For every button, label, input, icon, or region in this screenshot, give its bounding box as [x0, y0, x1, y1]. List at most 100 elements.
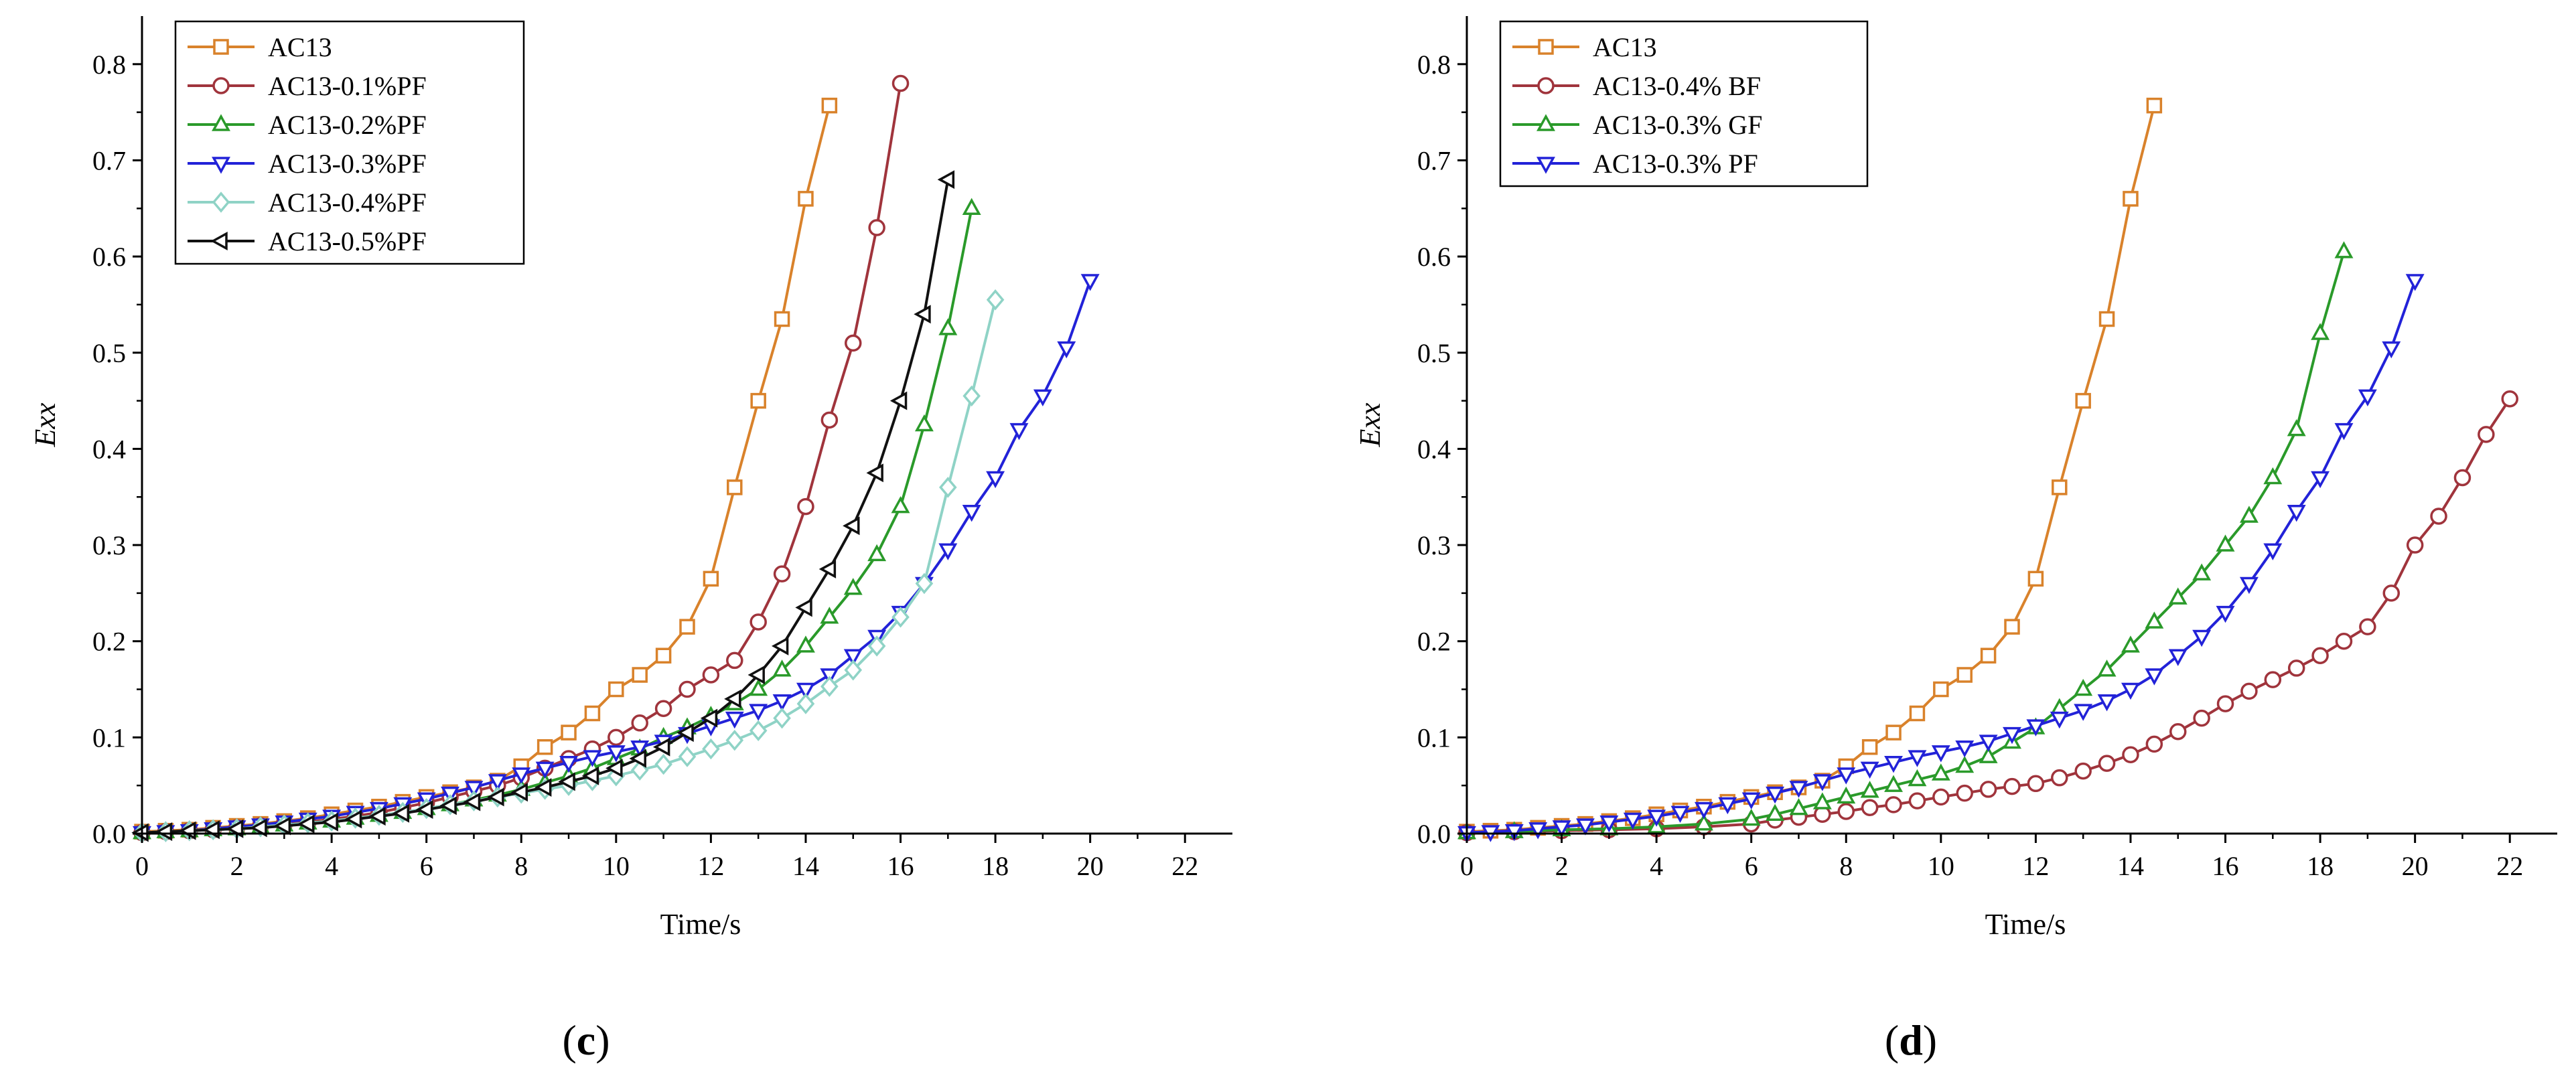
- data-point: [821, 97, 838, 114]
- data-point: [796, 635, 815, 653]
- data-point: [1741, 792, 1761, 809]
- data-point: [772, 694, 792, 712]
- data-point: [2216, 695, 2234, 712]
- data-point: [2003, 777, 2021, 795]
- legend-item: AC13: [188, 32, 332, 62]
- data-point: [1670, 805, 1690, 824]
- y-tick-label: 0.8: [92, 50, 126, 80]
- legend-label: AC13-0.3% GF: [1593, 110, 1762, 140]
- data-point: [2145, 668, 2164, 686]
- legend-item: AC13-0.3%PF: [188, 149, 427, 179]
- panel-c: 0 2 4 6 8 10 12 14 16 18 20 22 0.0 0.1 0.2 0.3 0.4 0.5 0.6…: [29, 16, 1232, 1064]
- data-point: [608, 681, 624, 698]
- data-point: [510, 783, 528, 802]
- data-point: [2052, 479, 2068, 495]
- data-point: [2145, 611, 2164, 629]
- y-tick-label: 0.1: [1417, 722, 1451, 753]
- data-point: [1979, 746, 1998, 763]
- data-point: [392, 803, 410, 823]
- data-point: [2192, 629, 2212, 647]
- x-tick-label: 6: [420, 851, 433, 881]
- series-3: [133, 274, 1100, 844]
- data-point: [561, 724, 577, 741]
- data-point: [725, 711, 744, 729]
- data-point: [676, 723, 694, 743]
- data-point: [702, 666, 720, 684]
- data-point: [1623, 812, 1642, 830]
- data-point: [273, 816, 291, 836]
- data-point: [771, 636, 789, 655]
- data-point: [655, 647, 672, 664]
- legend-item: AC13-0.4% BF: [1512, 71, 1761, 101]
- data-point: [889, 391, 908, 410]
- data-point: [867, 635, 886, 657]
- data-point: [1766, 803, 1785, 822]
- data-point: [939, 477, 957, 498]
- data-point: [250, 818, 267, 838]
- legend-label: AC13-0.2%PF: [268, 110, 427, 140]
- y-tick-label: 0.7: [1417, 145, 1451, 175]
- legend: AC13 AC13-0.1%PF AC13-0.2%PF AC13-0.3%PF AC1…: [174, 20, 525, 265]
- data-point: [820, 411, 839, 429]
- data-point: [1860, 781, 1879, 798]
- data-point: [1694, 801, 1713, 820]
- legend-item: AC13-0.1%PF: [188, 71, 427, 101]
- data-point: [1955, 755, 1975, 773]
- data-point: [2239, 506, 2259, 523]
- data-point: [2145, 735, 2163, 753]
- legend-marker: [1536, 114, 1555, 131]
- panel-label-open: (: [562, 1016, 576, 1064]
- data-point: [798, 191, 814, 207]
- data-point: [2074, 762, 2092, 780]
- y-axis-title: Exx: [29, 402, 62, 447]
- y-tick-label: 0.2: [1417, 627, 1451, 657]
- panel-label-letter: d: [1899, 1016, 1923, 1064]
- y-tick-label: 0.0: [92, 819, 126, 849]
- y-tick-label: 0.2: [92, 627, 126, 657]
- data-point: [654, 700, 672, 718]
- series-3: [1457, 274, 2425, 844]
- data-point: [2501, 390, 2518, 408]
- data-point: [891, 607, 910, 628]
- data-point: [488, 774, 507, 791]
- data-point: [1931, 763, 1950, 781]
- data-point: [2121, 682, 2140, 700]
- data-point: [938, 543, 958, 560]
- data-point: [2311, 471, 2330, 489]
- data-point: [344, 809, 362, 829]
- legend-item: AC13-0.3% GF: [1512, 110, 1762, 140]
- data-point: [2074, 678, 2093, 696]
- data-point: [1766, 786, 1785, 804]
- y-tick-label: 0.5: [1417, 338, 1451, 368]
- x-tick-label: 22: [2496, 851, 2523, 881]
- data-point: [773, 565, 791, 582]
- data-point: [1908, 750, 1927, 767]
- data-point: [630, 740, 650, 758]
- x-tick-label: 18: [982, 851, 1009, 881]
- data-point: [1860, 761, 1879, 779]
- data-point: [1694, 813, 1713, 831]
- data-point: [1812, 792, 1832, 809]
- data-point: [2027, 775, 2045, 793]
- data-point: [631, 714, 648, 732]
- x-tick-label: 22: [1171, 851, 1198, 881]
- data-point: [652, 737, 670, 757]
- data-point: [868, 219, 885, 236]
- data-point: [726, 651, 743, 670]
- data-point: [368, 807, 386, 826]
- data-point: [1931, 745, 1950, 763]
- data-point: [843, 578, 863, 595]
- data-point: [2097, 694, 2117, 712]
- data-point: [1908, 769, 1927, 787]
- data-point: [703, 570, 719, 587]
- data-point: [1057, 341, 1076, 359]
- legend-marker: [212, 157, 230, 174]
- data-point: [2239, 576, 2259, 595]
- data-point: [1933, 681, 1949, 698]
- data-point: [749, 720, 768, 742]
- data-point: [605, 759, 623, 778]
- y-tick-label: 0.3: [92, 530, 126, 560]
- series-2: [1457, 241, 2354, 840]
- y-tick-label: 0.4: [92, 434, 126, 464]
- panel-label: (c): [562, 1016, 610, 1064]
